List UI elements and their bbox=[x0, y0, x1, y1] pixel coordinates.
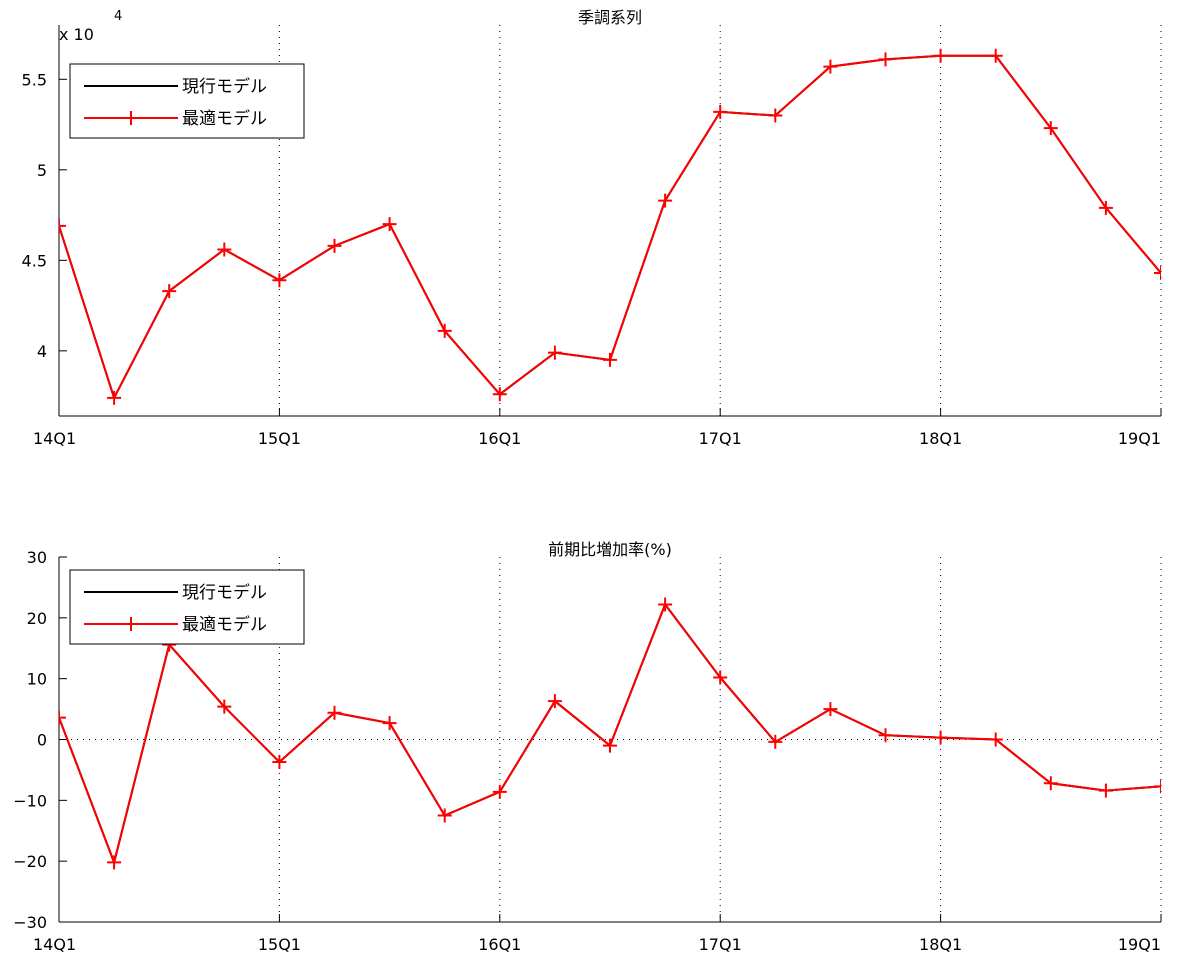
legend-box bbox=[69, 569, 305, 645]
y-tick-label: −20 bbox=[13, 852, 47, 871]
y-tick-label: 4.5 bbox=[22, 251, 47, 270]
series-point bbox=[107, 855, 122, 870]
series-point bbox=[768, 734, 783, 749]
series-point bbox=[492, 387, 507, 402]
y-tick-label: 5 bbox=[37, 161, 47, 180]
series-point bbox=[878, 52, 893, 67]
series-point bbox=[437, 808, 452, 823]
x-tick-label: 14Q1 bbox=[33, 429, 76, 448]
chart-1: 季調系列 x 10 4 14Q1 15Q1 16Q1 17Q1 18Q1 19Q1 4 4.5 5 5.… bbox=[22, 8, 1162, 448]
series-point bbox=[1043, 121, 1058, 136]
series-point bbox=[107, 390, 122, 405]
series-point bbox=[1098, 783, 1113, 798]
legend-label: 最適モデル bbox=[182, 614, 267, 635]
series-point bbox=[823, 702, 838, 717]
y-tick-label: 0 bbox=[37, 731, 47, 750]
series-point bbox=[162, 284, 177, 299]
chart-title: 季調系列 bbox=[578, 8, 642, 27]
series-point bbox=[272, 755, 287, 770]
legend-swatch-marker bbox=[124, 617, 138, 631]
y-tick-label: 5.5 bbox=[22, 70, 47, 89]
series-point bbox=[603, 738, 617, 753]
series-point bbox=[272, 273, 287, 288]
chart-title: 前期比増加率(%) bbox=[548, 540, 672, 559]
plot-area bbox=[59, 48, 1161, 405]
series-point bbox=[603, 352, 617, 367]
series-point bbox=[59, 710, 66, 725]
x-tick-label: 14Q1 bbox=[33, 935, 76, 954]
x-tick-label: 19Q1 bbox=[1118, 935, 1161, 954]
series-point bbox=[713, 104, 728, 119]
chart-2: 前期比増加率(%) 14Q1 15Q1 16Q1 17Q1 18Q1 19Q1 −30 −20 −… bbox=[13, 540, 1162, 954]
legend-swatch-marker bbox=[124, 111, 138, 125]
series-point bbox=[1154, 265, 1161, 280]
x-tick-label: 15Q1 bbox=[258, 935, 301, 954]
series-point bbox=[547, 345, 562, 360]
exponent-power: 4 bbox=[114, 9, 122, 24]
series-point bbox=[1154, 779, 1161, 794]
legend-box bbox=[69, 63, 305, 139]
series-point bbox=[713, 670, 728, 685]
series-point bbox=[59, 218, 66, 233]
series-point bbox=[327, 705, 342, 720]
series-point bbox=[878, 728, 893, 743]
legend-label: 現行モデル bbox=[182, 582, 267, 603]
series-point bbox=[988, 732, 1003, 747]
legend-label: 最適モデル bbox=[182, 108, 267, 129]
y-tick-label: −10 bbox=[13, 791, 47, 810]
series-point bbox=[933, 730, 948, 745]
series-point bbox=[823, 59, 838, 74]
x-tick-label: 16Q1 bbox=[478, 429, 521, 448]
x-tick-label: 17Q1 bbox=[699, 429, 742, 448]
series-point bbox=[658, 193, 673, 208]
y-tick-label: −30 bbox=[13, 913, 47, 932]
series-point bbox=[1043, 776, 1058, 791]
x-tick-label: 17Q1 bbox=[699, 935, 742, 954]
series-point bbox=[492, 784, 507, 799]
x-tick-label: 16Q1 bbox=[478, 935, 521, 954]
series-point bbox=[658, 597, 673, 612]
series-point bbox=[1098, 200, 1113, 215]
x-tick-label: 18Q1 bbox=[919, 429, 962, 448]
series-point bbox=[217, 242, 232, 257]
x-tick-label: 18Q1 bbox=[919, 935, 962, 954]
series-point bbox=[547, 694, 562, 709]
y-tick-label: 4 bbox=[37, 342, 47, 361]
series-point bbox=[768, 108, 783, 123]
legend-label: 現行モデル bbox=[182, 76, 267, 97]
series-point bbox=[382, 217, 397, 232]
y-tick-label: 30 bbox=[27, 548, 47, 567]
series-point bbox=[988, 48, 1003, 63]
exponent-label: x 10 bbox=[59, 25, 94, 44]
series-point bbox=[217, 699, 232, 714]
x-tick-label: 15Q1 bbox=[258, 429, 301, 448]
series-point bbox=[327, 238, 342, 253]
y-tick-label: 10 bbox=[27, 670, 47, 689]
series-point bbox=[933, 48, 948, 63]
y-tick-label: 20 bbox=[27, 609, 47, 628]
x-tick-label: 19Q1 bbox=[1118, 429, 1161, 448]
series-point bbox=[437, 323, 452, 338]
series-point bbox=[382, 716, 397, 731]
